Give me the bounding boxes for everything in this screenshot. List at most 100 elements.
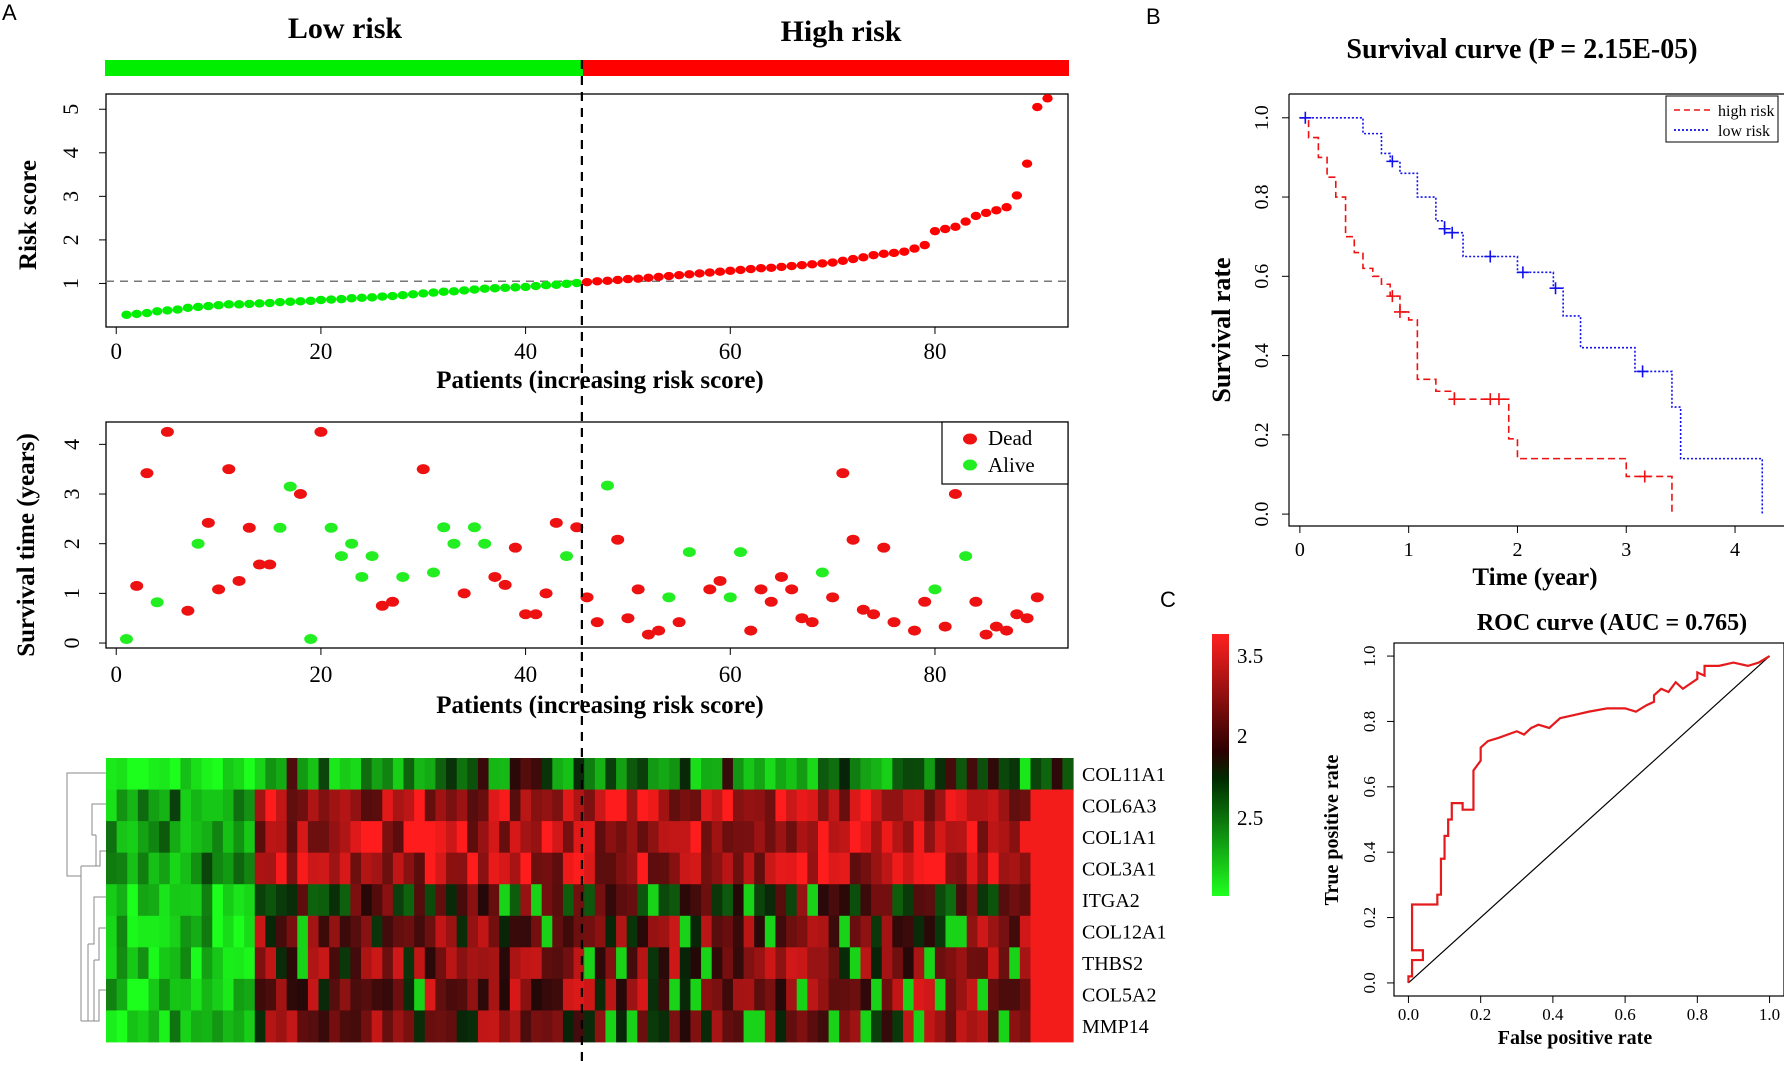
km-curve-low-risk: [1299, 116, 1764, 515]
risk-point: [356, 293, 368, 303]
km-title: Survival curve (P = 2.15E-05): [1346, 34, 1697, 65]
heatmap-cell: [531, 884, 543, 917]
km-censor-mark: [1492, 393, 1505, 406]
km-xtick-label: 3: [1621, 539, 1631, 561]
risk-point: [162, 306, 173, 315]
heatmap-cell: [722, 789, 734, 822]
heatmap-cell: [679, 915, 692, 948]
heatmap-cell: [201, 915, 213, 948]
heatmap-cell: [307, 1010, 320, 1043]
roc-frame: [1393, 642, 1784, 997]
risk-point: [991, 206, 1002, 215]
survival-point: [293, 489, 307, 500]
heatmap-row-label: MMP14: [1082, 1016, 1149, 1038]
heatmap-cell: [127, 884, 139, 917]
heatmap-cell: [424, 947, 437, 980]
risk-point: [1032, 102, 1043, 112]
heatmap-row-label: COL6A3: [1082, 795, 1156, 817]
heatmap-cell: [786, 758, 798, 790]
heatmap-cell: [435, 915, 447, 948]
heatmap-cell: [892, 852, 904, 885]
heatmap-cell: [934, 852, 947, 885]
heatmap-cell: [849, 1010, 862, 1043]
heatmap-cell: [1051, 915, 1063, 948]
risk-point: [786, 261, 797, 271]
risk-point: [755, 264, 767, 273]
heatmap-cell: [775, 789, 787, 822]
heatmap-cell: [913, 978, 925, 1011]
heatmap-cell: [456, 884, 468, 917]
survival-point: [652, 625, 666, 636]
heatmap-cell: [286, 1010, 298, 1043]
heatmap-cell: [212, 1010, 224, 1043]
km-xtick-label: 1: [1404, 539, 1414, 561]
risk-point: [714, 267, 726, 276]
heatmap-cell: [1019, 915, 1032, 948]
heatmap-cell: [382, 852, 394, 885]
heatmap-cell: [924, 978, 936, 1011]
risk-point: [878, 249, 889, 259]
heatmap-cell: [116, 915, 128, 948]
heatmap-cell: [690, 758, 702, 790]
heatmap-cell: [541, 789, 553, 822]
heatmap-cell: [913, 1010, 925, 1043]
heatmap-cell: [276, 978, 288, 1011]
heatmap-cell: [690, 789, 702, 822]
heatmap-cell: [913, 852, 925, 885]
heatmap-cell: [339, 884, 352, 917]
heatmap-cell: [382, 884, 394, 917]
heatmap-cell: [669, 1010, 681, 1043]
heatmap-cell: [531, 978, 543, 1011]
heatmap-cell: [690, 884, 702, 917]
heatmap-cell: [647, 852, 660, 885]
heatmap-cell: [403, 758, 415, 790]
heatmap-cell: [265, 821, 277, 854]
heatmap-cell: [881, 978, 893, 1011]
heatmap-cell: [180, 915, 192, 948]
heatmap-cell: [817, 884, 830, 917]
survival-ytick-label: 0: [59, 638, 84, 649]
heatmap-cell: [701, 758, 713, 790]
heatmap-cell: [956, 978, 968, 1011]
risk-point: [847, 254, 859, 264]
roc-xtick-label: 0.2: [1470, 1005, 1491, 1024]
heatmap-cell: [148, 1010, 160, 1043]
heatmap-cell: [849, 852, 862, 885]
heatmap-cell: [934, 1010, 947, 1043]
heatmap-cell: [509, 821, 522, 854]
survival-point: [938, 621, 952, 632]
heatmap-cell: [159, 852, 171, 885]
km-censor-mark: [1393, 305, 1406, 318]
heatmap-cell: [892, 1010, 904, 1043]
heatmap-cell: [392, 978, 405, 1011]
risk-point: [551, 280, 562, 289]
heatmap-cell: [339, 978, 352, 1011]
heatmap-cell: [754, 821, 766, 854]
heatmap-cell: [212, 789, 224, 822]
survival-point: [447, 538, 461, 549]
heatmap-cell: [1041, 852, 1053, 885]
km-censor-mark: [1438, 222, 1451, 235]
heatmap-cell: [722, 884, 734, 917]
heatmap-cell: [775, 821, 787, 854]
heatmap-cell: [509, 852, 522, 885]
survival-point: [969, 596, 983, 607]
survival-point: [611, 534, 625, 545]
risk-point: [499, 283, 511, 293]
heatmap-cell: [392, 884, 405, 917]
heatmap-cell: [669, 915, 681, 948]
heatmap-cell: [531, 789, 543, 822]
heatmap-cell: [222, 884, 235, 917]
heatmap-cell: [424, 852, 437, 885]
heatmap-cell: [477, 789, 490, 822]
heatmap-cell: [722, 947, 734, 980]
heatmap-cell: [913, 758, 925, 790]
heatmap-cell: [392, 758, 405, 790]
heatmap-cell: [817, 978, 830, 1011]
heatmap-cell: [424, 915, 437, 948]
heatmap-cell: [701, 947, 713, 980]
heatmap-cell: [392, 915, 405, 948]
heatmap-cell: [924, 884, 936, 917]
heatmap-cell: [265, 978, 277, 1011]
heatmap-cell: [414, 758, 426, 790]
